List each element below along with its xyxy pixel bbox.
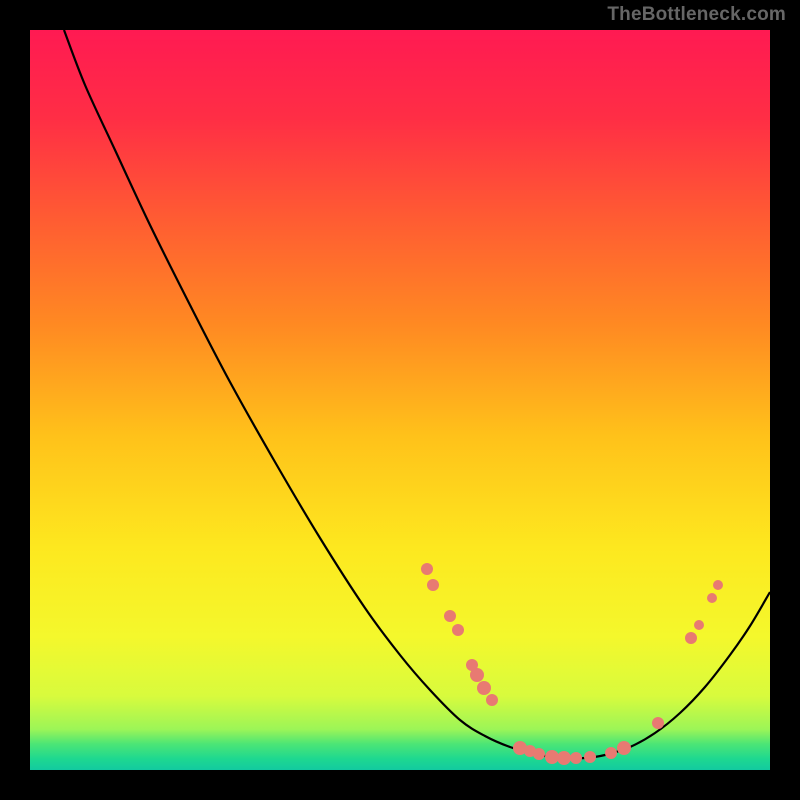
- data-marker: [605, 747, 617, 759]
- main-curve: [64, 30, 770, 758]
- data-marker: [707, 593, 717, 603]
- data-marker: [652, 717, 664, 729]
- data-marker: [477, 681, 491, 695]
- data-marker: [533, 748, 545, 760]
- watermark-text: TheBottleneck.com: [607, 4, 786, 26]
- data-marker: [584, 751, 596, 763]
- marker-group: [421, 563, 723, 765]
- chart-svg: [30, 30, 770, 770]
- data-marker: [452, 624, 464, 636]
- data-marker: [486, 694, 498, 706]
- data-marker: [685, 632, 697, 644]
- data-marker: [427, 579, 439, 591]
- data-marker: [557, 751, 571, 765]
- plot-area: [30, 30, 770, 770]
- data-marker: [545, 750, 559, 764]
- data-marker: [694, 620, 704, 630]
- data-marker: [617, 741, 631, 755]
- data-marker: [570, 752, 582, 764]
- data-marker: [444, 610, 456, 622]
- data-marker: [421, 563, 433, 575]
- data-marker: [470, 668, 484, 682]
- data-marker: [713, 580, 723, 590]
